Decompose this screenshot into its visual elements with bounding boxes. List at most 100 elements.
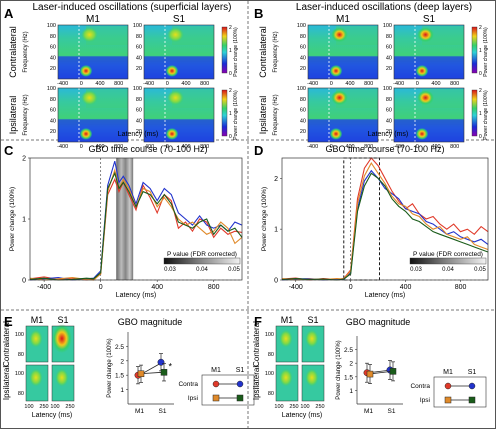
y-tick-label: 2 [274,176,278,183]
B-heatmap-r1-c1-low-freq-peak [415,127,429,140]
F-mini-col-label: S1 [307,315,318,325]
y-axis-label: Power change (100%) [261,187,268,251]
B-heatmap-r0-c1-frame [393,24,465,80]
A-ytick-label: 40 [136,55,142,61]
panel-E-title: GBO magnitude [118,317,183,327]
pvalue-label: P value (FDR corrected) [413,251,483,258]
A-heatmap-r0-c1-low-band [144,56,214,79]
B-row-label-contra: Contralateral [258,26,268,78]
y-tick-label: 2 [120,358,124,365]
E-mini-ytick: 100 [15,332,24,338]
F-mini-row-contra: Contralateral [252,321,261,367]
x-axis-label: Latency (ms) [116,292,156,299]
A-heatmap-r0-c0-gamma-peak [81,27,98,43]
A-xtick-label: 0 [166,144,169,150]
legend-marker [468,396,476,404]
E-mini-xlabel: Latency (ms) [32,412,72,419]
E-mini-col-label: M1 [31,315,44,325]
A-ytick-label: 20 [136,66,142,72]
B-xtick-label: 400 [431,144,440,150]
legend-marker [444,382,452,390]
y-tick-label: 1.5 [344,374,353,381]
y-tick-label: 1 [349,388,353,395]
legend-marker [444,396,452,404]
A-colorbar-tick: 0 [229,134,232,140]
A-ytick-label: 60 [50,45,56,51]
legend-col-m1: M1 [211,367,221,374]
B-heatmap-r0-c0-low-freq-peak [329,64,343,77]
A-heatmap-r0-c1-low-freq-peak [165,64,179,77]
legend-row-label: Contra [178,381,198,388]
B-heatmap-r0-c0-low-band [308,56,378,79]
B-xtick-label: 800 [364,81,373,87]
y-tick-label: 1 [120,387,124,394]
F-mini-xtick: 250 [315,404,324,410]
series-line-2 [281,162,489,281]
B-colorbar-label: Power change (100%) [483,90,489,140]
B-heatmap-r1-c0-low-band [308,119,378,142]
E-mini-xtick: 100 [24,404,33,410]
A-colorbar-tick: 1 [229,111,232,117]
legend-box [201,374,255,406]
B-heatmap-r1-c0-frame [307,87,379,143]
B-ytick-label: 80 [386,97,392,103]
B-ytick-label: 60 [300,45,306,51]
B-xlabel: Latency (ms) [368,131,408,138]
B-ytick-label: 60 [386,45,392,51]
legend-marker [468,382,476,390]
x-tick-label: 800 [455,284,467,291]
pvalue-tick: 0.04 [196,267,208,273]
A-heatmap-r1-c1-low-freq-peak [165,127,179,140]
B-xtick-label: -400 [393,81,404,87]
E-mini-heatmap-r1-c1-peak [55,368,69,387]
pvalue-label: P value (FDR corrected) [167,251,237,258]
A-xtick-label: -400 [143,81,154,87]
A-ylabel: Frequency (Hz) [23,94,29,135]
A-heatmap-r0-c1-gamma-peak [167,27,184,43]
A-ytick-label: 100 [47,86,56,92]
E-mini-xtick: 250 [39,404,48,410]
A-heatmap-r1-c1-low-band [144,119,214,142]
x-tick-label: 400 [400,284,412,291]
x-tick-label: 0 [99,284,103,291]
panel-letter-B: B [254,6,263,21]
A-ytick-label: 80 [50,34,56,40]
series-line-0 [29,177,243,281]
F-mini-xtick: 250 [289,404,298,410]
F-mini-heatmap-r0-c1-peak [305,329,319,348]
A-col-label: M1 [86,14,100,25]
B-xtick-label: 400 [431,81,440,87]
A-row-label-ipsi: Ipsilateral [8,96,18,135]
B-ytick-label: 40 [386,55,392,61]
A-colorbar [221,89,228,137]
E-mini-heatmap-r1-c0-peak [29,368,43,387]
legend-row-label: Contra [410,383,430,390]
F-mini-row-ipsi: Ipsilateral [252,366,261,400]
E-mini-ytick: 80 [18,352,24,358]
y-tick-label: 0 [22,278,26,285]
panel-letter-D: D [254,143,263,158]
A-heatmap-r1-c1-frame [143,87,215,143]
A-xtick-label: 400 [181,144,190,150]
A-ytick-label: 60 [136,45,142,51]
A-ylabel: Frequency (Hz) [23,31,29,72]
A-xtick-label: 0 [80,81,83,87]
panel-letter-E: E [4,314,13,329]
A-colorbar [221,26,228,74]
A-colorbar-tick: 2 [229,25,232,31]
A-colorbar-tick: 0 [229,71,232,77]
time-course-chart-C: 0 1 2 -400 0 400 800 Latency (ms) Power change (… [9,156,243,299]
category-label: S1 [159,408,167,415]
B-heatmap-r1-c0-gamma-peak [331,90,348,106]
A-ytick-label: 100 [47,23,56,29]
legend-marker [212,380,220,388]
pvalue-tick: 0.04 [442,267,454,273]
A-heatmap-r1-c0-gamma-peak [81,90,98,106]
B-ytick-label: 40 [300,118,306,124]
legend-marker [236,394,244,402]
A-xtick-label: 0 [80,144,83,150]
B-xtick-label: 0 [330,81,333,87]
B-col-label: M1 [336,14,350,25]
B-ytick-label: 60 [386,108,392,114]
